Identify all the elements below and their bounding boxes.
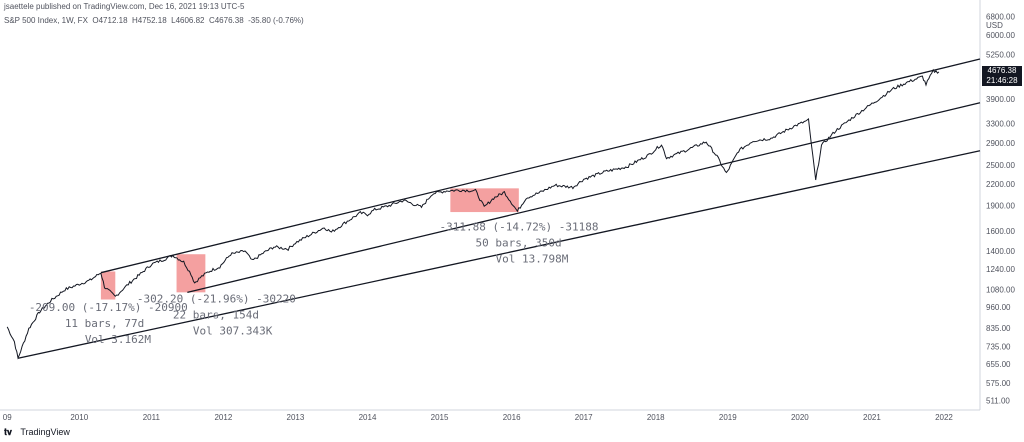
x-tick-label: 2012 [214, 413, 232, 422]
range-box-2 [176, 254, 206, 293]
last-price-tag: 4676.38 21:46:28 [982, 66, 1022, 86]
change-value: -35.80 (-0.76%) [248, 16, 304, 25]
y-tick-label: 511.00 [986, 397, 1010, 406]
x-tick-label: 2018 [647, 413, 665, 422]
y-tick-label: 6800.00 [986, 12, 1015, 21]
open-value: 4712.18 [98, 16, 128, 25]
channel-line-1 [100, 58, 981, 274]
y-tick-label: 960.00 [986, 303, 1011, 312]
y-tick-label: 1400.00 [986, 247, 1015, 256]
annotation-1-line-3: Vol 3.162M [85, 333, 152, 346]
x-tick-label: 2017 [575, 413, 593, 422]
high-value: 4752.18 [137, 16, 167, 25]
y-tick-label: 1900.00 [986, 202, 1015, 211]
annotation-1-line-2: 11 bars, 77d [65, 317, 144, 330]
annotation-3-line-3: Vol 13.798M [496, 252, 569, 265]
y-tick-label: 575.00 [986, 379, 1011, 388]
symbol-legend: S&P 500 Index, 1W, FX O4712.18 H4752.18 … [4, 16, 304, 25]
y-tick-label: 3900.00 [986, 95, 1015, 104]
y-tick-label: 1240.00 [986, 265, 1015, 274]
symbol-name[interactable]: S&P 500 Index, 1W, FX [4, 16, 88, 25]
annotation-2-line-2: 22 bars, 154d [173, 308, 259, 321]
x-tick-label: 2011 [143, 413, 161, 422]
footer-brand[interactable]: 𝐭𝐯 TradingView [4, 427, 70, 438]
high-label: H [131, 16, 138, 25]
annotation-2-line-1: -302.20 (-21.96%) -30220 [137, 292, 296, 305]
x-tick-label: 09 [3, 413, 12, 422]
low-value: 4606.82 [175, 16, 205, 25]
x-tick-label: 2019 [719, 413, 737, 422]
y-tick-label: 1080.00 [986, 286, 1015, 295]
annotation-3-line-1: -311.88 (-14.72%) -31188 [440, 220, 599, 233]
close-label: C [208, 16, 215, 25]
y-tick-label: 2500.00 [986, 161, 1015, 170]
y-tick-label: 3300.00 [986, 120, 1015, 129]
x-tick-label: 2021 [863, 413, 881, 422]
y-tick-label: 2900.00 [986, 139, 1015, 148]
price-series-line [6, 68, 940, 360]
y-tick-label: 655.00 [986, 360, 1011, 369]
x-tick-label: 2022 [935, 413, 953, 422]
y-tick-label: 735.00 [986, 343, 1011, 352]
y-tick-label: 6000.00 [986, 31, 1015, 40]
y-tick-label: 1600.00 [986, 227, 1015, 236]
x-tick-label: 2016 [503, 413, 521, 422]
annotation-1-line-1: -209.00 (-17.17%) -20900 [29, 301, 188, 314]
x-tick-label: 2020 [791, 413, 809, 422]
channel-line-3 [17, 150, 981, 359]
close-value: 4676.38 [214, 16, 244, 25]
y-axis-unit: USD [986, 21, 1003, 30]
open-label: O [92, 16, 99, 25]
y-tick-label: 835.00 [986, 324, 1011, 333]
low-label: L [171, 16, 176, 25]
annotation-3-line-2: 50 bars, 350d [476, 236, 562, 249]
x-tick-label: 2013 [287, 413, 305, 422]
tradingview-logo-icon: 𝐭𝐯 [4, 427, 12, 437]
x-tick-label: 2010 [70, 413, 88, 422]
y-tick-label: 5250.00 [986, 51, 1015, 60]
x-tick-label: 2015 [431, 413, 449, 422]
x-tick-label: 2014 [359, 413, 377, 422]
channel-line-2 [187, 102, 981, 293]
publisher-line: jsaettele published on TradingView.com, … [4, 2, 245, 11]
annotation-2-line-3: Vol 307.343K [193, 324, 273, 337]
range-box-1 [100, 271, 116, 300]
footer-brand-label: TradingView [20, 427, 70, 437]
bar-countdown: 21:46:28 [986, 76, 1018, 85]
y-tick-label: 2200.00 [986, 180, 1015, 189]
last-price-value: 4676.38 [987, 66, 1017, 75]
